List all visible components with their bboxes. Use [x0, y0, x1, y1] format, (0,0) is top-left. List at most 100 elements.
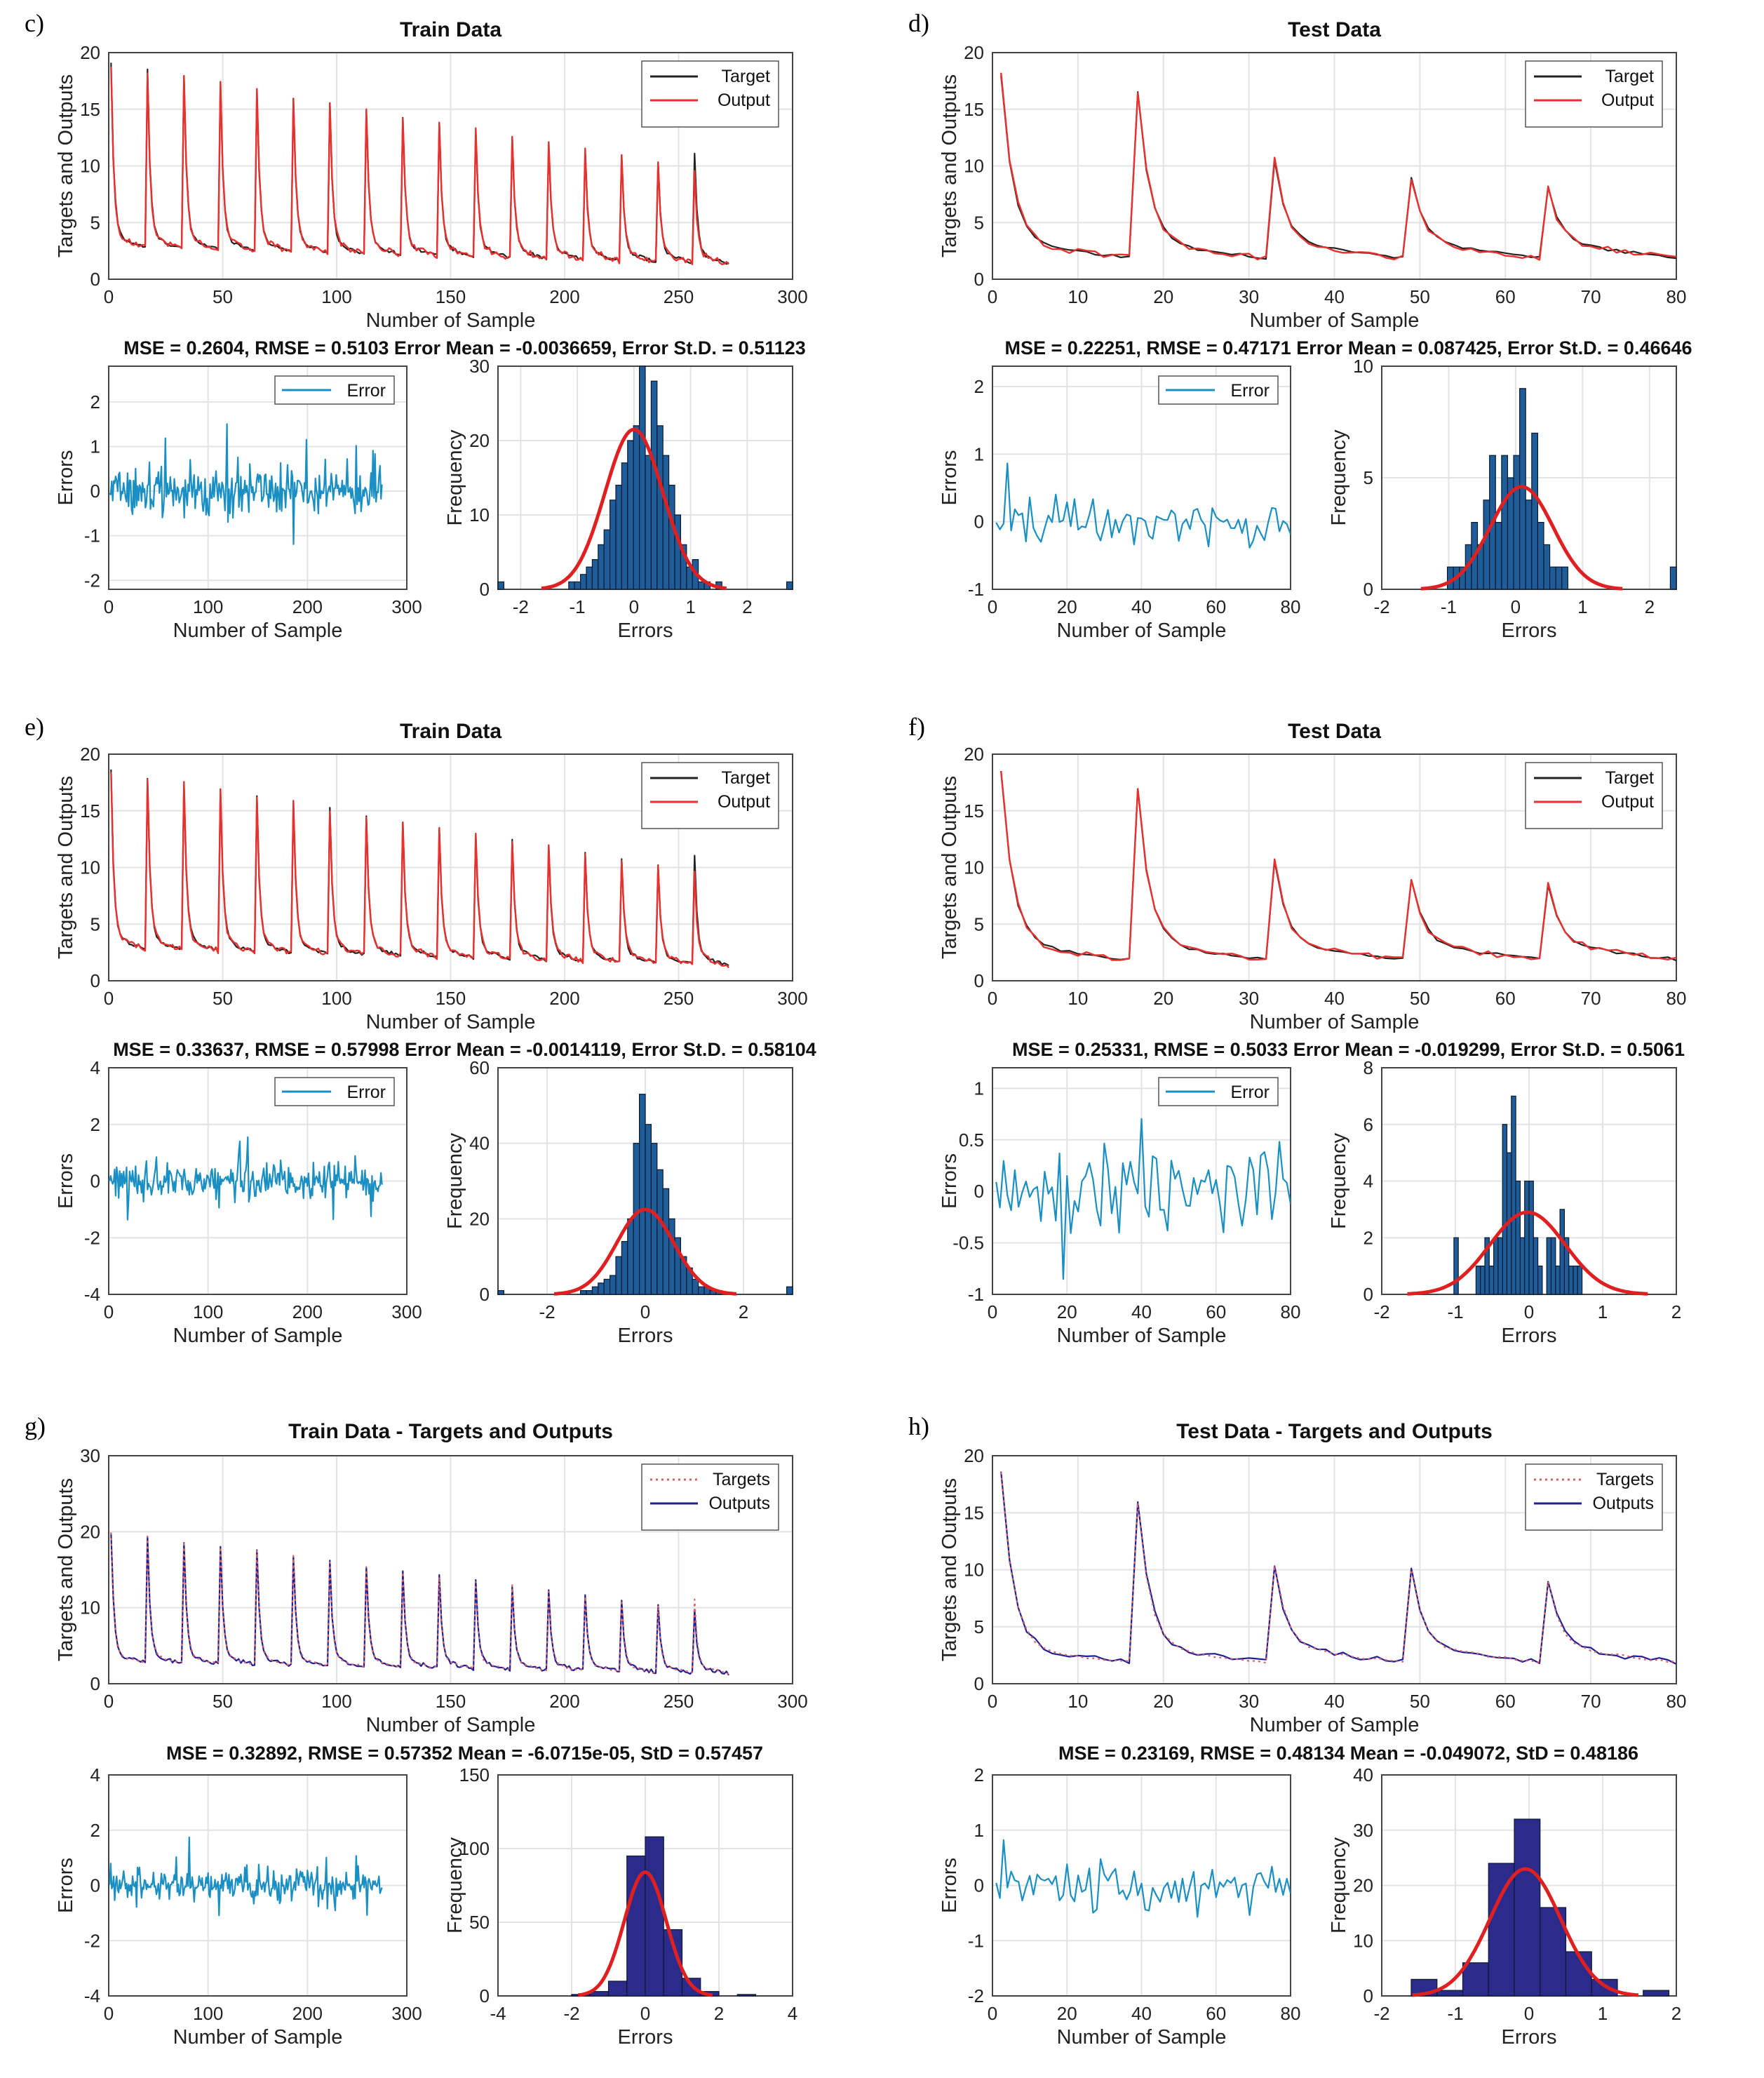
panel-d-main-x-tick-label: 40 — [1324, 286, 1345, 307]
panel-d-main-y-tick-label: 20 — [964, 42, 984, 63]
panel-h-errors-x-axis-label: Number of Sample — [1057, 2026, 1227, 2049]
panel-c-main-x-tick-label: 150 — [436, 286, 466, 307]
panel-h-errors-x-tick-label: 0 — [988, 2003, 997, 2024]
panel-d-errors-x-tick-label: 20 — [1057, 596, 1077, 617]
panel-h-hist-x-tick-label: -2 — [1373, 2003, 1389, 2024]
panel-e-title: Train Data — [400, 720, 501, 743]
panel-g-hist-x-axis-label: Errors — [618, 2026, 673, 2049]
panel-e-hist-bar — [603, 1278, 611, 1295]
panel-e-main-y-tick-label: 15 — [80, 800, 100, 822]
panel-c-hist-y-tick-label: 30 — [469, 356, 490, 377]
panel-d-errors-x-tick-label: 0 — [988, 596, 997, 617]
panel-g-errors-x-tick-label: 300 — [391, 2003, 422, 2024]
panel-d-main-x-axis-label: Number of Sample — [1250, 309, 1420, 332]
panel-e-hist-y-tick-label: 40 — [469, 1133, 490, 1154]
panel-e-hist-bar — [598, 1282, 605, 1295]
panel-g-hist-bar — [736, 1994, 757, 1997]
panel-e-hist-bar — [650, 1143, 658, 1295]
panel-g-errors-y-tick-label: -4 — [84, 1985, 100, 2006]
panel-d-main-x-tick-label: 0 — [988, 286, 997, 307]
panel-f-main-y-tick-label: 20 — [964, 744, 984, 765]
panel-e-hist-y-tick-label: 20 — [469, 1208, 490, 1229]
panel-h-hist-x-tick-label: 0 — [1524, 2003, 1534, 2024]
panel-c-subtitle: MSE = 0.2604, RMSE = 0.5103 Error Mean =… — [123, 337, 806, 358]
panel-e-hist-bar — [697, 1286, 705, 1295]
panel-d-hist-x-tick-label: 1 — [1577, 596, 1587, 617]
panel-c-errors-y-tick-label: -2 — [84, 570, 100, 591]
panel-d-main-y-axis-label: Targets and Outputs — [938, 74, 961, 257]
panel-e-errors-legend-entry: Error — [346, 1082, 386, 1102]
panel-e-hist-bar — [609, 1275, 617, 1295]
panel-e-hist-y-axis-label: Frequency — [444, 1132, 466, 1229]
panel-d-main-legend-entry: Target — [1605, 67, 1655, 86]
panel-h-hist-y-axis-label: Frequency — [1328, 1837, 1350, 1933]
panel-e-errors-plot-border — [108, 1067, 408, 1295]
panel-f-hist-bar — [1519, 1237, 1526, 1295]
panel-g-main-x-tick-label: 100 — [321, 1691, 351, 1712]
panel-f-main-y-tick-label: 0 — [974, 970, 984, 991]
panel-h-main-x-tick-label: 50 — [1410, 1691, 1430, 1712]
panel-h-hist-bar — [1514, 1818, 1541, 1997]
panel-h-hist-x-tick-label: -1 — [1447, 2003, 1463, 2024]
panel-f-hist-x-tick-label: 0 — [1524, 1301, 1534, 1322]
panel-c-hist-x-tick-label: 1 — [685, 596, 695, 617]
panel-f-hist-bar — [1475, 1266, 1481, 1295]
panel-h-main-x-tick-label: 80 — [1667, 1691, 1687, 1712]
panel-f-hist-bar — [1559, 1209, 1566, 1295]
panel-d-hist-y-tick-label: 0 — [1364, 579, 1373, 600]
panel-e-main-legend — [641, 762, 779, 829]
panel-h-main-x-tick-label: 40 — [1324, 1691, 1345, 1712]
panel-c-hist-y-tick-label: 10 — [469, 504, 490, 525]
panel-f-errors-y-tick-label: 0.5 — [959, 1130, 984, 1151]
panel-h-main-x-tick-label: 10 — [1068, 1691, 1088, 1712]
panel-f-hist-bar — [1546, 1237, 1552, 1295]
panel-d-hist-bar — [1555, 566, 1563, 590]
panel-h-hist-y-tick-label: 0 — [1364, 1985, 1373, 2006]
panel-e-hist-bar — [579, 1290, 587, 1295]
panel-c-hist-y-axis-label: Frequency — [444, 429, 466, 526]
panel-f-main-y-tick-label: 5 — [974, 913, 984, 934]
panel-e-hist-bar — [627, 1218, 634, 1295]
panel-e-main-x-axis-label: Number of Sample — [366, 1011, 536, 1033]
panel-g-main-plot-border — [108, 1455, 793, 1684]
panel-h-hist-x-axis-label: Errors — [1502, 2026, 1557, 2049]
panel-c-errors-y-axis-label: Errors — [55, 450, 77, 506]
panel-d-hist-x-axis-label: Errors — [1502, 619, 1557, 642]
panel-f-main-x-tick-label: 30 — [1239, 988, 1259, 1009]
panel-c-errors-y-tick-label: 1 — [90, 436, 100, 457]
panel-f-hist-bar — [1577, 1266, 1583, 1295]
panel-e-hist-normal-fit — [553, 1207, 737, 1296]
panel-c-hist-bar — [650, 380, 658, 590]
panel-g-hist-y-tick-label: 50 — [469, 1912, 490, 1933]
panel-c-main-y-tick-label: 15 — [80, 99, 100, 120]
panel-d-errors-y-tick-label: 1 — [974, 443, 984, 464]
panel-e-hist-bar — [586, 1290, 593, 1295]
panel-h-errors-y-tick-label: -2 — [968, 1985, 984, 2006]
panel-h-errors-x-tick-label: 40 — [1131, 2003, 1152, 2024]
panel-d-series-output — [1000, 72, 1676, 261]
panel-d-main-y-tick-label: 10 — [964, 156, 984, 177]
panel-g-hist-y-tick-label: 100 — [459, 1838, 490, 1859]
panel-f-hist-bar — [1533, 1237, 1539, 1295]
panel-e-hist-bar — [662, 1188, 670, 1295]
panel-e-errors-y-axis-label: Errors — [55, 1153, 77, 1209]
panel-e-main-legend-entry: Target — [722, 768, 771, 788]
panel-e-hist-x-tick-label: 2 — [739, 1301, 748, 1322]
panel-e-hist-y-tick-label: 0 — [480, 1284, 490, 1305]
panel-e-errors-x-tick-label: 0 — [104, 1301, 114, 1322]
panel-g-main-y-axis-label: Targets and Outputs — [55, 1478, 77, 1661]
panel-f-hist-bar — [1480, 1266, 1486, 1295]
panel-g-series-error — [109, 1836, 383, 1917]
panel-g-errors-y-tick-label: 0 — [90, 1875, 100, 1896]
panel-e-hist-bar — [615, 1256, 622, 1295]
panel-f-hist-bar — [1528, 1180, 1534, 1295]
panel-f-main-y-tick-label: 15 — [964, 800, 984, 822]
panel-c-hist-normal-fit — [541, 427, 727, 591]
panel-d-errors-y-axis-label: Errors — [938, 450, 961, 506]
panel-d-hist-bar — [1483, 500, 1490, 590]
panel-d-main-x-tick-label: 70 — [1581, 286, 1601, 307]
panel-h-main-x-tick-label: 70 — [1581, 1691, 1601, 1712]
panel-e-errors-x-axis-label: Number of Sample — [173, 1325, 343, 1347]
